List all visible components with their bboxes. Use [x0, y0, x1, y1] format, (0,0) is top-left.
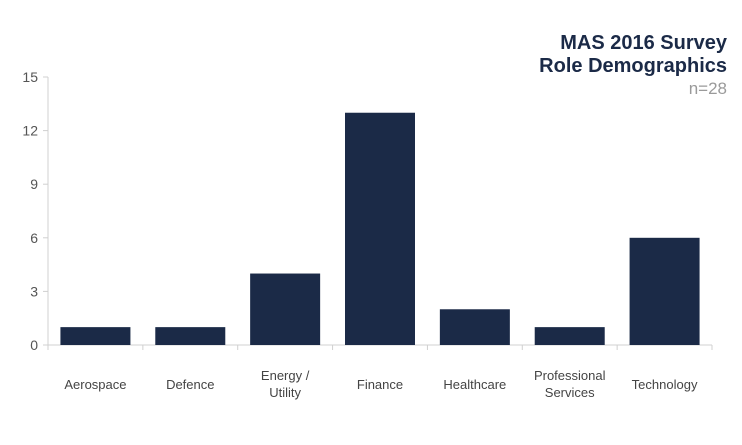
- bar: [534, 327, 605, 345]
- chart-title: MAS 2016 Survey Role Demographics: [539, 32, 728, 77]
- y-tick-label: 15: [22, 69, 38, 85]
- chart-bars: [60, 112, 700, 345]
- x-category-label: Professional: [534, 368, 606, 383]
- y-tick-label: 3: [30, 283, 38, 299]
- x-category-label: Healthcare: [443, 377, 506, 392]
- bar: [60, 327, 131, 345]
- y-tick-label: 6: [30, 230, 38, 246]
- bar: [345, 112, 415, 345]
- chart-title-line-1: MAS 2016 Survey: [560, 32, 728, 54]
- y-axis-ticks: 0 3 6 9 12 15: [22, 69, 48, 353]
- bar: [155, 327, 226, 345]
- y-tick-label: 12: [22, 123, 38, 139]
- y-tick-label: 0: [30, 337, 38, 353]
- bar: [250, 273, 321, 345]
- x-category-label: Defence: [166, 377, 214, 392]
- bar: [439, 309, 510, 345]
- chart-title-line-2: Role Demographics: [539, 55, 727, 77]
- x-category-label: Energy /: [261, 368, 310, 383]
- bar: [629, 237, 700, 345]
- x-category-label: Services: [545, 385, 595, 400]
- x-category-label: Finance: [357, 377, 403, 392]
- x-category-label: Aerospace: [64, 377, 126, 392]
- x-category-label: Utility: [269, 385, 301, 400]
- x-axis-labels: Aerospace Defence Energy / Utility Finance He…: [64, 368, 698, 400]
- chart-subtitle: n=28: [689, 79, 727, 98]
- x-category-label: Technology: [632, 377, 698, 392]
- y-tick-label: 9: [30, 176, 38, 192]
